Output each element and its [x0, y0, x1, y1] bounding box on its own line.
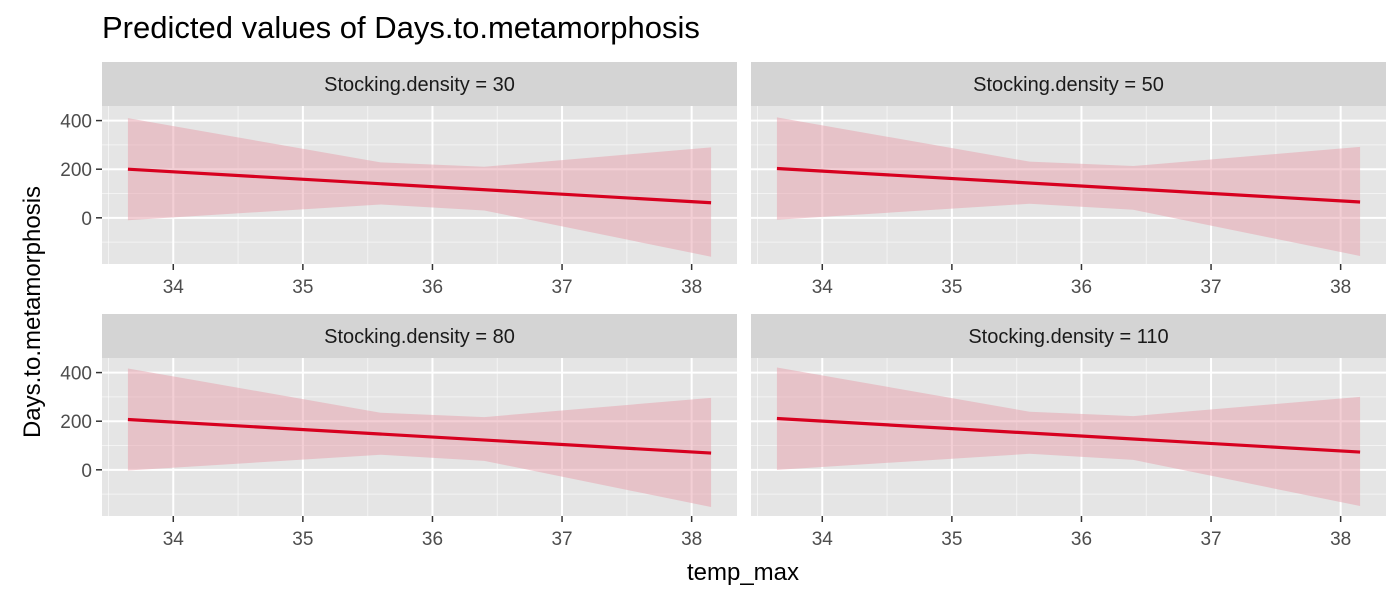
- facet-strip: [102, 314, 737, 358]
- x-tick-label: 38: [1330, 277, 1351, 298]
- prediction-line: [776, 166, 1361, 204]
- facet-strip-label: Stocking.density = 80: [324, 326, 515, 348]
- y-tick-label: 400: [60, 112, 92, 133]
- y-tick-label: 0: [81, 461, 92, 482]
- y-axis-title: Days.to.metamorphosis: [19, 186, 46, 438]
- x-tick-label: 37: [1200, 529, 1221, 550]
- prediction-line: [127, 417, 712, 455]
- x-tick-label: 38: [681, 529, 702, 550]
- x-tick-label: 38: [681, 277, 702, 298]
- facet-panel: Stocking.density = 110 34 35 36 37 38: [751, 314, 1386, 550]
- x-tick-label: 35: [292, 277, 313, 298]
- x-tick-label: 36: [1071, 529, 1092, 550]
- y-tick-label: 200: [60, 412, 92, 433]
- x-tick-label: 34: [163, 529, 185, 550]
- x-tick-label: 36: [422, 277, 443, 298]
- x-tick-label: 36: [1071, 277, 1092, 298]
- y-tick-label: 400: [60, 364, 92, 385]
- x-tick-label: 34: [812, 277, 834, 298]
- x-tick-label: 34: [163, 277, 185, 298]
- prediction-line: [127, 167, 712, 205]
- facet-panel: Stocking.density = 80 0 200 400 34 35 36 37 38: [60, 314, 737, 550]
- facet-strip: [751, 314, 1386, 358]
- x-tick-label: 35: [941, 277, 962, 298]
- prediction-line: [776, 416, 1361, 454]
- chart-title: Predicted values of Days.to.metamorphosi…: [102, 10, 700, 45]
- x-tick-label: 37: [1200, 277, 1221, 298]
- facet-strip: [751, 62, 1386, 106]
- x-axis-title: temp_max: [687, 559, 799, 586]
- x-tick-label: 34: [812, 529, 834, 550]
- x-tick-label: 36: [422, 529, 443, 550]
- x-tick-label: 37: [551, 277, 572, 298]
- x-tick-label: 35: [941, 529, 962, 550]
- y-tick-label: 200: [60, 160, 92, 181]
- x-tick-label: 37: [551, 529, 572, 550]
- y-tick-label: 0: [81, 209, 92, 230]
- x-tick-label: 35: [292, 529, 313, 550]
- facet-panel: Stocking.density = 30 0 200 400 34 35 36 37 38: [60, 62, 737, 298]
- x-tick-label: 38: [1330, 529, 1351, 550]
- facet-panel: Stocking.density = 50 34 35 36 37 38: [751, 62, 1386, 298]
- facet-strip-label: Stocking.density = 50: [973, 74, 1164, 96]
- facet-strip-label: Stocking.density = 110: [968, 326, 1168, 348]
- facet-strip: [102, 62, 737, 106]
- facet-strip-label: Stocking.density = 30: [324, 74, 515, 96]
